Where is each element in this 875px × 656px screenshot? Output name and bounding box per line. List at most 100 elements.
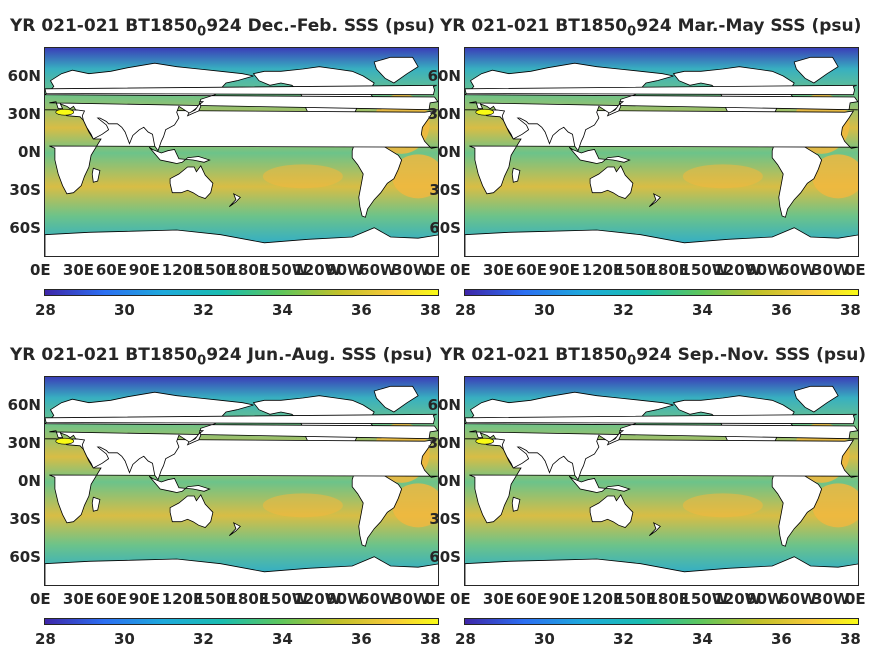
x-tick-label: 0E (425, 590, 446, 608)
landmass-japan (186, 430, 205, 446)
x-tick-label: 60W (779, 261, 817, 279)
landmass-madagascar (511, 496, 521, 512)
colorbar-tick-label: 34 (272, 301, 293, 319)
x-tick-label: 60W (359, 261, 397, 279)
x-tick-label: 150W (260, 261, 309, 279)
landmass-greenland (793, 385, 839, 413)
y-tick-label: 60S (429, 218, 461, 237)
x-tick-label: 30E (62, 261, 95, 279)
south-pacific-salinity-max (682, 493, 763, 518)
x-tick-label: 0E (30, 261, 51, 279)
x-tick-label: 150W (680, 590, 729, 608)
x-tick-label: 60W (359, 590, 397, 608)
x-tick-label: 120E (161, 261, 204, 279)
colorbar-tick-label: 32 (193, 630, 214, 648)
mediterranean-sea (475, 437, 495, 445)
colorbar-tick-label: 30 (534, 630, 555, 648)
x-tick-label: 120W (713, 261, 762, 279)
x-tick-label: 90E (548, 261, 580, 279)
colorbar-tick-label: 30 (114, 630, 135, 648)
landmass-new-zealand (649, 521, 661, 537)
x-tick-label: 30W (392, 261, 430, 279)
y-tick-label: 0N (438, 472, 461, 490)
y-tick-label: 0N (18, 143, 41, 161)
landmass-madagascar (91, 496, 101, 512)
x-tick-label: 120W (293, 261, 342, 279)
colorbar-tick-label: 30 (534, 301, 555, 319)
x-tick-label: 120E (161, 590, 204, 608)
x-tick-label: 120W (293, 590, 342, 608)
x-tick-label: 30E (482, 261, 515, 279)
x-tick-label: 90W (746, 590, 784, 608)
y-tick-label: 60N (7, 67, 41, 86)
x-tick-label: 180E (647, 261, 690, 279)
colorbar (44, 618, 439, 625)
x-tick-label: 150W (680, 261, 729, 279)
colorbar-tick-label: 30 (114, 301, 135, 319)
colorbar-tick-label: 28 (35, 301, 56, 319)
x-tick-label: 90W (326, 590, 364, 608)
colorbar-tick-label: 34 (692, 630, 713, 648)
landmass-indonesia (568, 475, 631, 493)
landmass-antarctica (45, 227, 438, 256)
y-tick-label: 30S (429, 509, 461, 528)
landmass-south-america (351, 468, 403, 547)
landmass-australia (169, 165, 214, 199)
landmass-uk (465, 413, 857, 425)
y-tick-label: 60S (9, 218, 41, 237)
x-tick-label: 150E (614, 261, 657, 279)
x-tick-label: 60E (515, 590, 547, 608)
landmass-australia (589, 165, 634, 199)
y-tick-label: 30S (9, 509, 41, 528)
x-tick-label: 30E (62, 590, 95, 608)
x-tick-label: 60W (779, 590, 817, 608)
landmass-eurasia (465, 391, 858, 481)
x-tick-label: 120E (581, 261, 624, 279)
landmass-africa (45, 438, 438, 524)
y-tick-label: 60S (9, 547, 41, 566)
panel-title: YR 021-021 BT18500924 Dec.-Feb. SSS (psu… (10, 16, 435, 40)
x-tick-label: 150E (194, 261, 237, 279)
landmass-japan (186, 101, 205, 117)
landmass-australia (169, 494, 214, 528)
south-pacific-salinity-max (682, 164, 763, 189)
south-atlantic-salinity-max (812, 154, 858, 199)
landmass-greenland (373, 385, 419, 413)
landmass-antarctica (465, 227, 858, 256)
colorbar-tick-label: 36 (351, 630, 372, 648)
mediterranean-sea (55, 437, 75, 445)
x-tick-label: 60E (95, 590, 127, 608)
colorbar-tick-label: 36 (771, 630, 792, 648)
landmass-eurasia (45, 391, 438, 481)
landmass-greenland (373, 56, 419, 84)
x-tick-label: 120E (581, 590, 624, 608)
mediterranean-sea (475, 108, 495, 116)
colorbar-tick-label: 38 (840, 630, 861, 648)
landmass-indonesia (148, 146, 211, 164)
south-atlantic-salinity-max (392, 483, 438, 528)
x-tick-label: 0E (450, 590, 471, 608)
colorbar (464, 618, 859, 625)
landmass-japan (606, 101, 625, 117)
x-tick-label: 180E (647, 590, 690, 608)
x-tick-label: 150W (260, 590, 309, 608)
landmass-greenland (793, 56, 839, 84)
colorbar-tick-label: 36 (771, 301, 792, 319)
landmass-madagascar (511, 167, 521, 183)
x-tick-label: 30E (482, 590, 515, 608)
landmass-uk (45, 413, 437, 425)
landmass-new-zealand (229, 192, 241, 208)
x-tick-label: 60E (515, 261, 547, 279)
y-tick-label: 60N (7, 396, 41, 415)
y-tick-label: 30N (427, 105, 461, 124)
landmass-indonesia (148, 475, 211, 493)
x-tick-label: 30W (812, 261, 850, 279)
colorbar-tick-label: 28 (455, 630, 476, 648)
landmass-africa (465, 438, 858, 524)
x-tick-label: 60E (95, 261, 127, 279)
landmass-africa (45, 109, 438, 195)
x-tick-label: 90W (326, 261, 364, 279)
colorbar-tick-label: 34 (272, 630, 293, 648)
panel-title: YR 021-021 BT18500924 Mar.-May SSS (psu) (440, 16, 862, 40)
landmass-eurasia (45, 62, 438, 152)
